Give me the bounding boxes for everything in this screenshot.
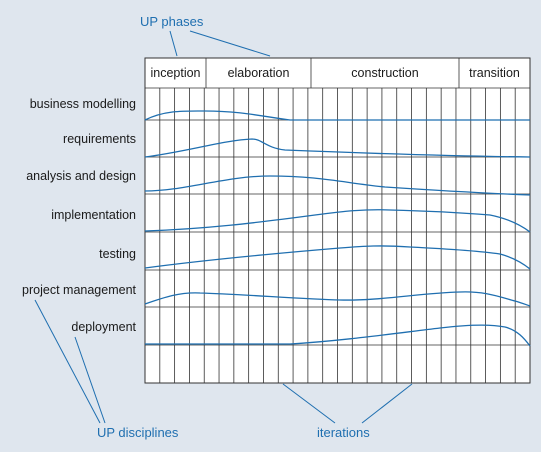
leader-line <box>361 383 413 424</box>
workload-curves <box>144 110 531 347</box>
iterations-label: iterations <box>317 425 370 440</box>
discipline-project-management: project management <box>22 283 136 297</box>
curve-testing <box>144 245 531 270</box>
curve-analysis-design <box>144 175 531 196</box>
discipline-labels: business modelling requirements analysis… <box>22 97 136 334</box>
phase-header: inception elaboration construction trans… <box>145 58 530 89</box>
phase-elaboration: elaboration <box>228 66 290 80</box>
leader-line <box>34 299 101 424</box>
phase-inception: inception <box>150 66 200 80</box>
discipline-requirements: requirements <box>63 132 136 146</box>
curve-deployment <box>145 324 531 347</box>
iteration-grid <box>159 88 516 383</box>
curve-project-management <box>144 291 531 307</box>
leader-line <box>189 30 271 57</box>
callout-up-disciplines: UP disciplines <box>34 299 179 440</box>
callout-up-phases: UP phases <box>140 14 271 57</box>
discipline-implementation: implementation <box>51 208 136 222</box>
discipline-analysis-design: analysis and design <box>26 169 136 183</box>
discipline-business-modelling: business modelling <box>30 97 136 111</box>
up-phases-label: UP phases <box>140 14 204 29</box>
curve-requirements <box>144 138 531 158</box>
leader-line <box>74 336 106 424</box>
phase-transition: transition <box>469 66 520 80</box>
curve-implementation <box>144 209 531 233</box>
discipline-testing: testing <box>99 247 136 261</box>
leader-line <box>169 30 178 57</box>
callout-iterations: iterations <box>282 383 413 440</box>
discipline-deployment: deployment <box>71 320 136 334</box>
phase-construction: construction <box>351 66 418 80</box>
up-disciplines-label: UP disciplines <box>97 425 179 440</box>
leader-line <box>282 383 336 424</box>
curve-business-modelling <box>144 110 530 121</box>
